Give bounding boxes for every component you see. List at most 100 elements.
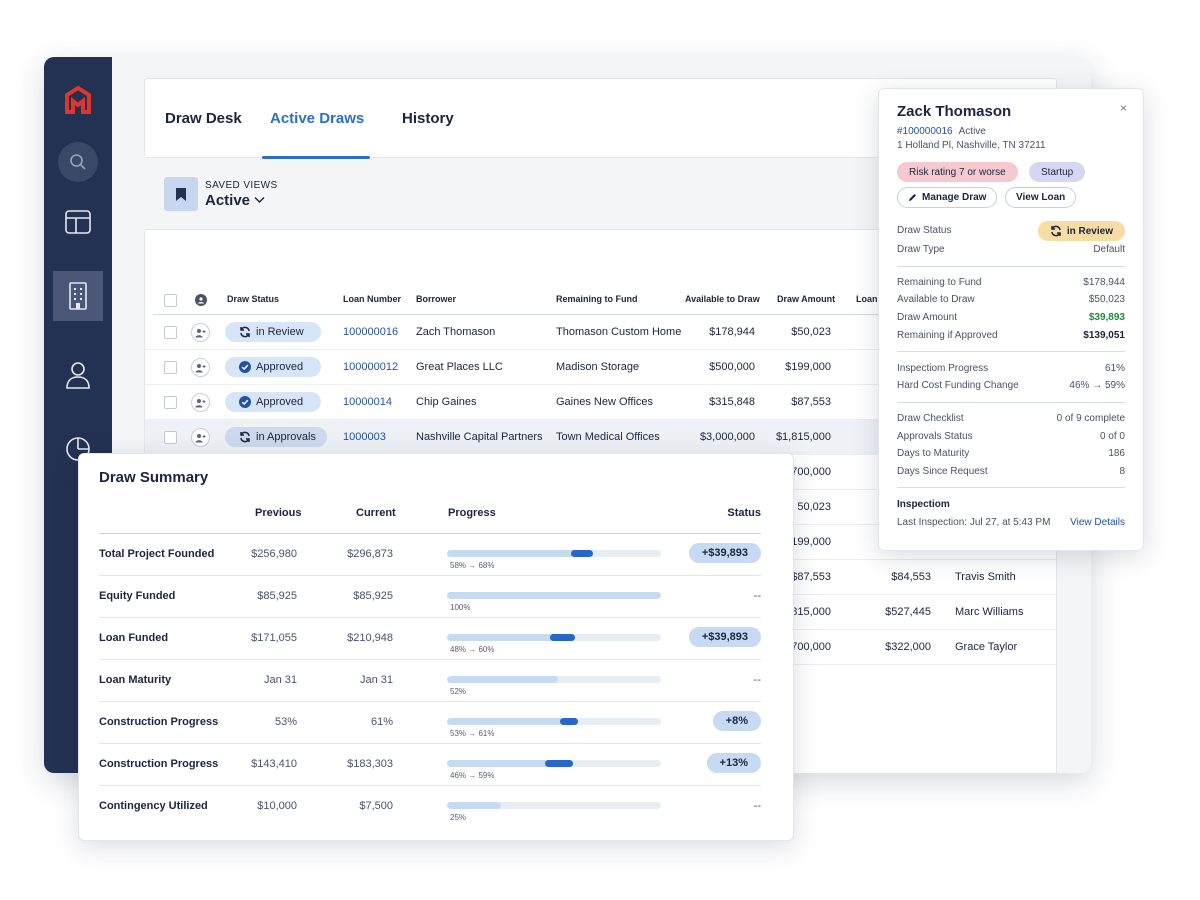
view-loan-label: View Loan [1016, 192, 1066, 203]
status-badge[interactable]: Approved [225, 392, 321, 412]
draw-amount-label: Draw Amount [897, 312, 958, 323]
progress-fill [447, 676, 559, 683]
loan-number-link[interactable]: 10000014 [343, 396, 392, 408]
detail-row: Approvals Status 0 of 0 [897, 431, 1125, 445]
col-loan-number[interactable]: Loan Number [343, 294, 402, 304]
tab-active-draws[interactable]: Active Draws [270, 110, 365, 127]
loan-amount: $527,445 [885, 606, 931, 618]
summary-row-label: Construction Progress [99, 758, 219, 770]
col-loan[interactable]: Loan [856, 294, 878, 304]
col-remaining-to-fund[interactable]: Remaining to Fund [556, 294, 638, 304]
saved-views[interactable]: SAVED VIEWS Active [164, 177, 278, 211]
assign-user-button[interactable] [191, 393, 210, 412]
summary-row: Construction Progress 53% 61% 53% → 61% … [99, 702, 761, 744]
loan-number-link[interactable]: 100000016 [343, 326, 399, 338]
summary-row: Total Project Founded $256,980 $296,873 … [99, 534, 761, 576]
detail-row: Available to Draw $50,023 [897, 294, 1125, 308]
tab-history[interactable]: History [402, 110, 454, 127]
borrower-name: Nashville Capital Partners [416, 431, 543, 443]
view-details-link[interactable]: View Details [1070, 517, 1125, 528]
status-badge[interactable]: in Approvals [225, 427, 327, 447]
view-loan-button[interactable]: View Loan [1005, 187, 1077, 208]
assign-user-button[interactable] [191, 428, 210, 447]
tab-draw-desk[interactable]: Draw Desk [165, 110, 242, 127]
add-user-icon [195, 363, 206, 372]
status-text: in Review [256, 326, 304, 338]
divider [897, 402, 1125, 403]
loan-number-link[interactable]: #100000016 [897, 126, 953, 137]
row-checkbox[interactable] [164, 361, 177, 374]
manage-draw-button[interactable]: Manage Draw [897, 187, 998, 208]
project-name: Gaines New Offices [556, 396, 654, 408]
search-icon [70, 154, 86, 170]
sidebar-item-dashboard[interactable] [53, 197, 103, 247]
current-value: $296,873 [347, 548, 393, 560]
borrower-name: Zach Thomason [416, 326, 496, 338]
pencil-icon [909, 194, 916, 201]
saved-views-label: SAVED VIEWS [205, 179, 278, 191]
add-user-icon [195, 433, 206, 442]
loan-number-link[interactable]: 100000012 [343, 361, 399, 373]
table-row[interactable]: Approved 10000014 Chip Gaines Gaines New… [145, 385, 1056, 420]
remaining-if-approved-value: $139,051 [1083, 330, 1125, 341]
assign-user-button[interactable] [191, 323, 210, 342]
current-value: $7,500 [359, 800, 393, 812]
assignee-name: Travis Smith [955, 571, 1016, 583]
detail-row: Inspectiom Progress 61% [897, 363, 1125, 377]
no-change: -- [753, 800, 761, 812]
table-header-divider [153, 314, 1056, 315]
draw-summary-card: Draw Summary Previous Current Progress S… [78, 453, 794, 841]
change-badge: +$39,893 [688, 543, 761, 563]
select-all-checkbox[interactable] [164, 294, 177, 307]
loan-status: Active [958, 126, 986, 137]
available-to-draw-label: Available to Draw [897, 294, 975, 305]
inspection-heading: Inspectiom [897, 499, 950, 510]
row-checkbox[interactable] [164, 326, 177, 339]
detail-row: Hard Cost Funding Change 46% → 59% [897, 380, 1125, 394]
borrower-name: Great Places LLC [416, 361, 503, 373]
status-badge[interactable]: in Review [225, 322, 321, 342]
draw-checklist-label: Draw Checklist [897, 413, 964, 424]
bookmark-button[interactable] [164, 177, 198, 211]
close-icon[interactable]: × [1119, 101, 1127, 115]
status-text: Approved [256, 361, 304, 373]
sidebar-item-users[interactable] [53, 350, 103, 400]
draw-status-badge: in Review [1037, 221, 1125, 241]
change-badge: +8% [712, 711, 761, 731]
row-checkbox[interactable] [164, 431, 177, 444]
progress-bar [447, 760, 661, 767]
hard-cost-change-label: Hard Cost Funding Change [897, 380, 1019, 391]
assign-user-button[interactable] [191, 358, 210, 377]
col-available-to-draw[interactable]: Available to Draw [685, 294, 760, 304]
saved-views-dropdown[interactable]: Active [205, 192, 278, 209]
current-value: $183,303 [347, 758, 393, 770]
search-button[interactable] [58, 142, 98, 182]
progress-note: 48% → 60% [450, 645, 495, 654]
draw-amount: 700,000 [791, 466, 831, 478]
table-row[interactable]: Approved 100000012 Great Places LLC Madi… [145, 350, 1056, 385]
previous-value: 53% [274, 716, 297, 728]
current-value: $210,948 [347, 632, 393, 644]
previous-value: $10,000 [257, 800, 297, 812]
table-row[interactable]: in Review 100000016 Zach Thomason Thomas… [145, 315, 1056, 350]
progress-fill [447, 634, 576, 641]
saved-views-value: Active [205, 191, 251, 209]
property-address: 1 Holland Pl, Nashville, TN 37211 [897, 140, 1046, 151]
logo[interactable] [53, 75, 103, 125]
col-draw-status[interactable]: Draw Status [227, 294, 280, 304]
status-badge[interactable]: Approved [225, 357, 321, 377]
sidebar-search[interactable] [53, 137, 103, 187]
approvals-status-value: 0 of 0 [1099, 431, 1125, 442]
row-checkbox[interactable] [164, 396, 177, 409]
col-borrower[interactable]: Borrower [416, 294, 457, 304]
progress-fill [447, 802, 501, 809]
draw-status-value: in Review [1066, 225, 1113, 237]
previous-value: $171,055 [251, 632, 297, 644]
sidebar-item-properties[interactable] [53, 271, 103, 321]
days-to-maturity-value: 186 [1108, 448, 1125, 459]
loan-amount: $322,000 [885, 641, 931, 653]
project-name: Thomason Custom Home [556, 326, 682, 338]
draw-checklist-value: 0 of 9 complete [1056, 413, 1125, 424]
col-draw-amount[interactable]: Draw Amount [777, 294, 836, 304]
loan-number-link[interactable]: 1000003 [343, 431, 386, 443]
